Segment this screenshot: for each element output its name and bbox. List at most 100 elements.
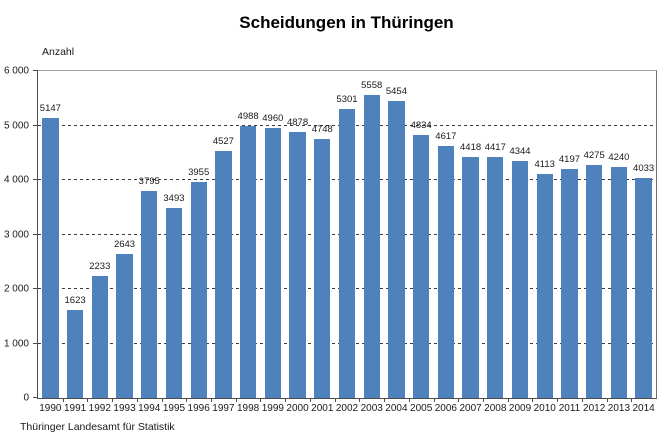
x-axis-label: 2014	[632, 403, 655, 414]
bar	[437, 146, 455, 398]
y-axis-tick	[33, 179, 38, 180]
bar-value-label: 4275	[583, 150, 605, 162]
bar	[264, 127, 281, 398]
bar	[363, 95, 380, 398]
bar	[190, 182, 207, 398]
x-axis-label: 2004	[385, 403, 408, 414]
bar-value-label: 3493	[163, 192, 185, 204]
x-axis-tick	[557, 398, 559, 402]
y-axis-tick	[33, 288, 38, 289]
bar-value-label: 4417	[484, 142, 506, 154]
x-axis-label: 1998	[236, 403, 260, 414]
bar-slot: 4960 1999	[260, 71, 285, 414]
bar	[66, 309, 84, 398]
bar-slot: 4748 2001	[310, 71, 335, 414]
x-axis-tick	[235, 398, 237, 402]
bar-value-label: 2233	[89, 261, 111, 273]
x-axis-tick	[408, 398, 410, 402]
bar-value-label: 4834	[410, 119, 432, 131]
bar-slot: 2233 1992	[87, 71, 112, 414]
bar	[116, 253, 133, 398]
bar	[215, 151, 232, 398]
y-axis-tick-label: 0	[23, 392, 29, 404]
x-axis-tick	[532, 398, 534, 402]
x-axis-label: 2006	[434, 403, 457, 414]
bar-slot: 1623 1991	[63, 71, 88, 414]
x-axis-label: 2003	[360, 403, 383, 414]
bar-value-label: 4418	[460, 142, 482, 154]
bar	[42, 117, 59, 398]
bar-value-label: 3795	[138, 176, 160, 188]
x-axis-label: 1990	[39, 403, 62, 414]
bar-slot: 4113 2010	[532, 71, 557, 414]
x-axis-tick	[161, 398, 163, 402]
x-axis-label: 1991	[63, 403, 87, 414]
bar	[314, 139, 331, 398]
x-axis-tick	[62, 398, 64, 402]
x-axis-label: 2012	[583, 403, 606, 414]
x-axis-tick	[458, 398, 460, 402]
x-axis-label: 2009	[508, 403, 532, 414]
bar	[239, 126, 257, 398]
bar	[165, 207, 183, 398]
x-axis-tick	[384, 398, 386, 402]
bar-value-label: 4988	[237, 111, 259, 123]
bar	[635, 178, 652, 398]
bar-slot: 4240 2013	[607, 71, 632, 414]
bar-slot: 4878 2000	[285, 71, 310, 414]
bar	[536, 173, 553, 398]
bar	[561, 169, 578, 398]
x-axis-label: 2002	[335, 403, 359, 414]
x-axis-tick	[136, 398, 138, 402]
x-axis-tick	[359, 398, 361, 402]
bar	[412, 134, 430, 398]
bar-slot: 4418 2007	[458, 71, 483, 414]
bar	[289, 132, 306, 398]
bars-container: 5147 1990 1623 1991 2233 1992 2643 1993 3795 1994…	[38, 71, 656, 415]
bar-value-label: 5301	[336, 94, 358, 106]
x-axis-label: 1996	[187, 403, 210, 414]
x-axis-label: 1997	[212, 403, 235, 414]
bar-slot: 4617 2006	[434, 71, 459, 414]
bar-slot: 2643 1993	[112, 71, 137, 414]
source-label: Thüringer Landesamt für Statistik	[20, 421, 175, 433]
y-axis-tick	[33, 342, 38, 344]
bar-slot: 4834 2005	[409, 71, 434, 414]
y-axis-title: Anzahl	[42, 46, 75, 58]
y-axis-tick	[33, 70, 38, 71]
y-axis-tick-label: 1 000	[3, 338, 29, 349]
bar-value-label: 4878	[286, 117, 309, 129]
bar-slot: 4275 2012	[582, 71, 607, 414]
bar-slot: 4527 1997	[211, 71, 236, 414]
x-axis-label: 2011	[558, 403, 581, 414]
x-axis-label: 1992	[88, 403, 111, 414]
x-axis-label: 2007	[459, 403, 482, 414]
bar	[610, 166, 628, 398]
x-axis-label: 1999	[261, 403, 284, 414]
bar-value-label: 4197	[558, 154, 581, 166]
x-axis-label: 1993	[113, 403, 136, 414]
x-axis-tick	[581, 398, 583, 402]
bar	[141, 191, 158, 398]
bar-value-label: 3955	[188, 167, 210, 179]
x-axis-label: 2010	[533, 403, 556, 414]
bar	[91, 276, 108, 398]
bar-value-label: 4617	[435, 131, 457, 143]
x-axis-label: 2005	[410, 403, 433, 414]
bar-slot: 5454 2004	[384, 71, 409, 414]
bar-value-label: 5558	[361, 80, 383, 92]
bar-value-label: 4960	[262, 112, 284, 124]
bar	[487, 157, 504, 398]
bar-slot: 3795 1994	[137, 71, 162, 414]
y-axis-tick-label: 3 000	[3, 229, 29, 240]
bar-slot: 3955 1996	[186, 71, 211, 414]
y-axis-tick	[33, 233, 38, 235]
x-axis-tick	[112, 398, 114, 402]
x-axis-tick	[211, 398, 213, 402]
x-axis-tick	[260, 398, 262, 402]
bar-slot: 5147 1990	[38, 71, 63, 415]
chart-title: Scheidungen in Thüringen	[239, 13, 454, 32]
x-axis-tick	[186, 398, 188, 402]
bar-slot: 3493 1995	[162, 71, 187, 414]
y-axis-tick-label: 6 000	[3, 65, 29, 77]
